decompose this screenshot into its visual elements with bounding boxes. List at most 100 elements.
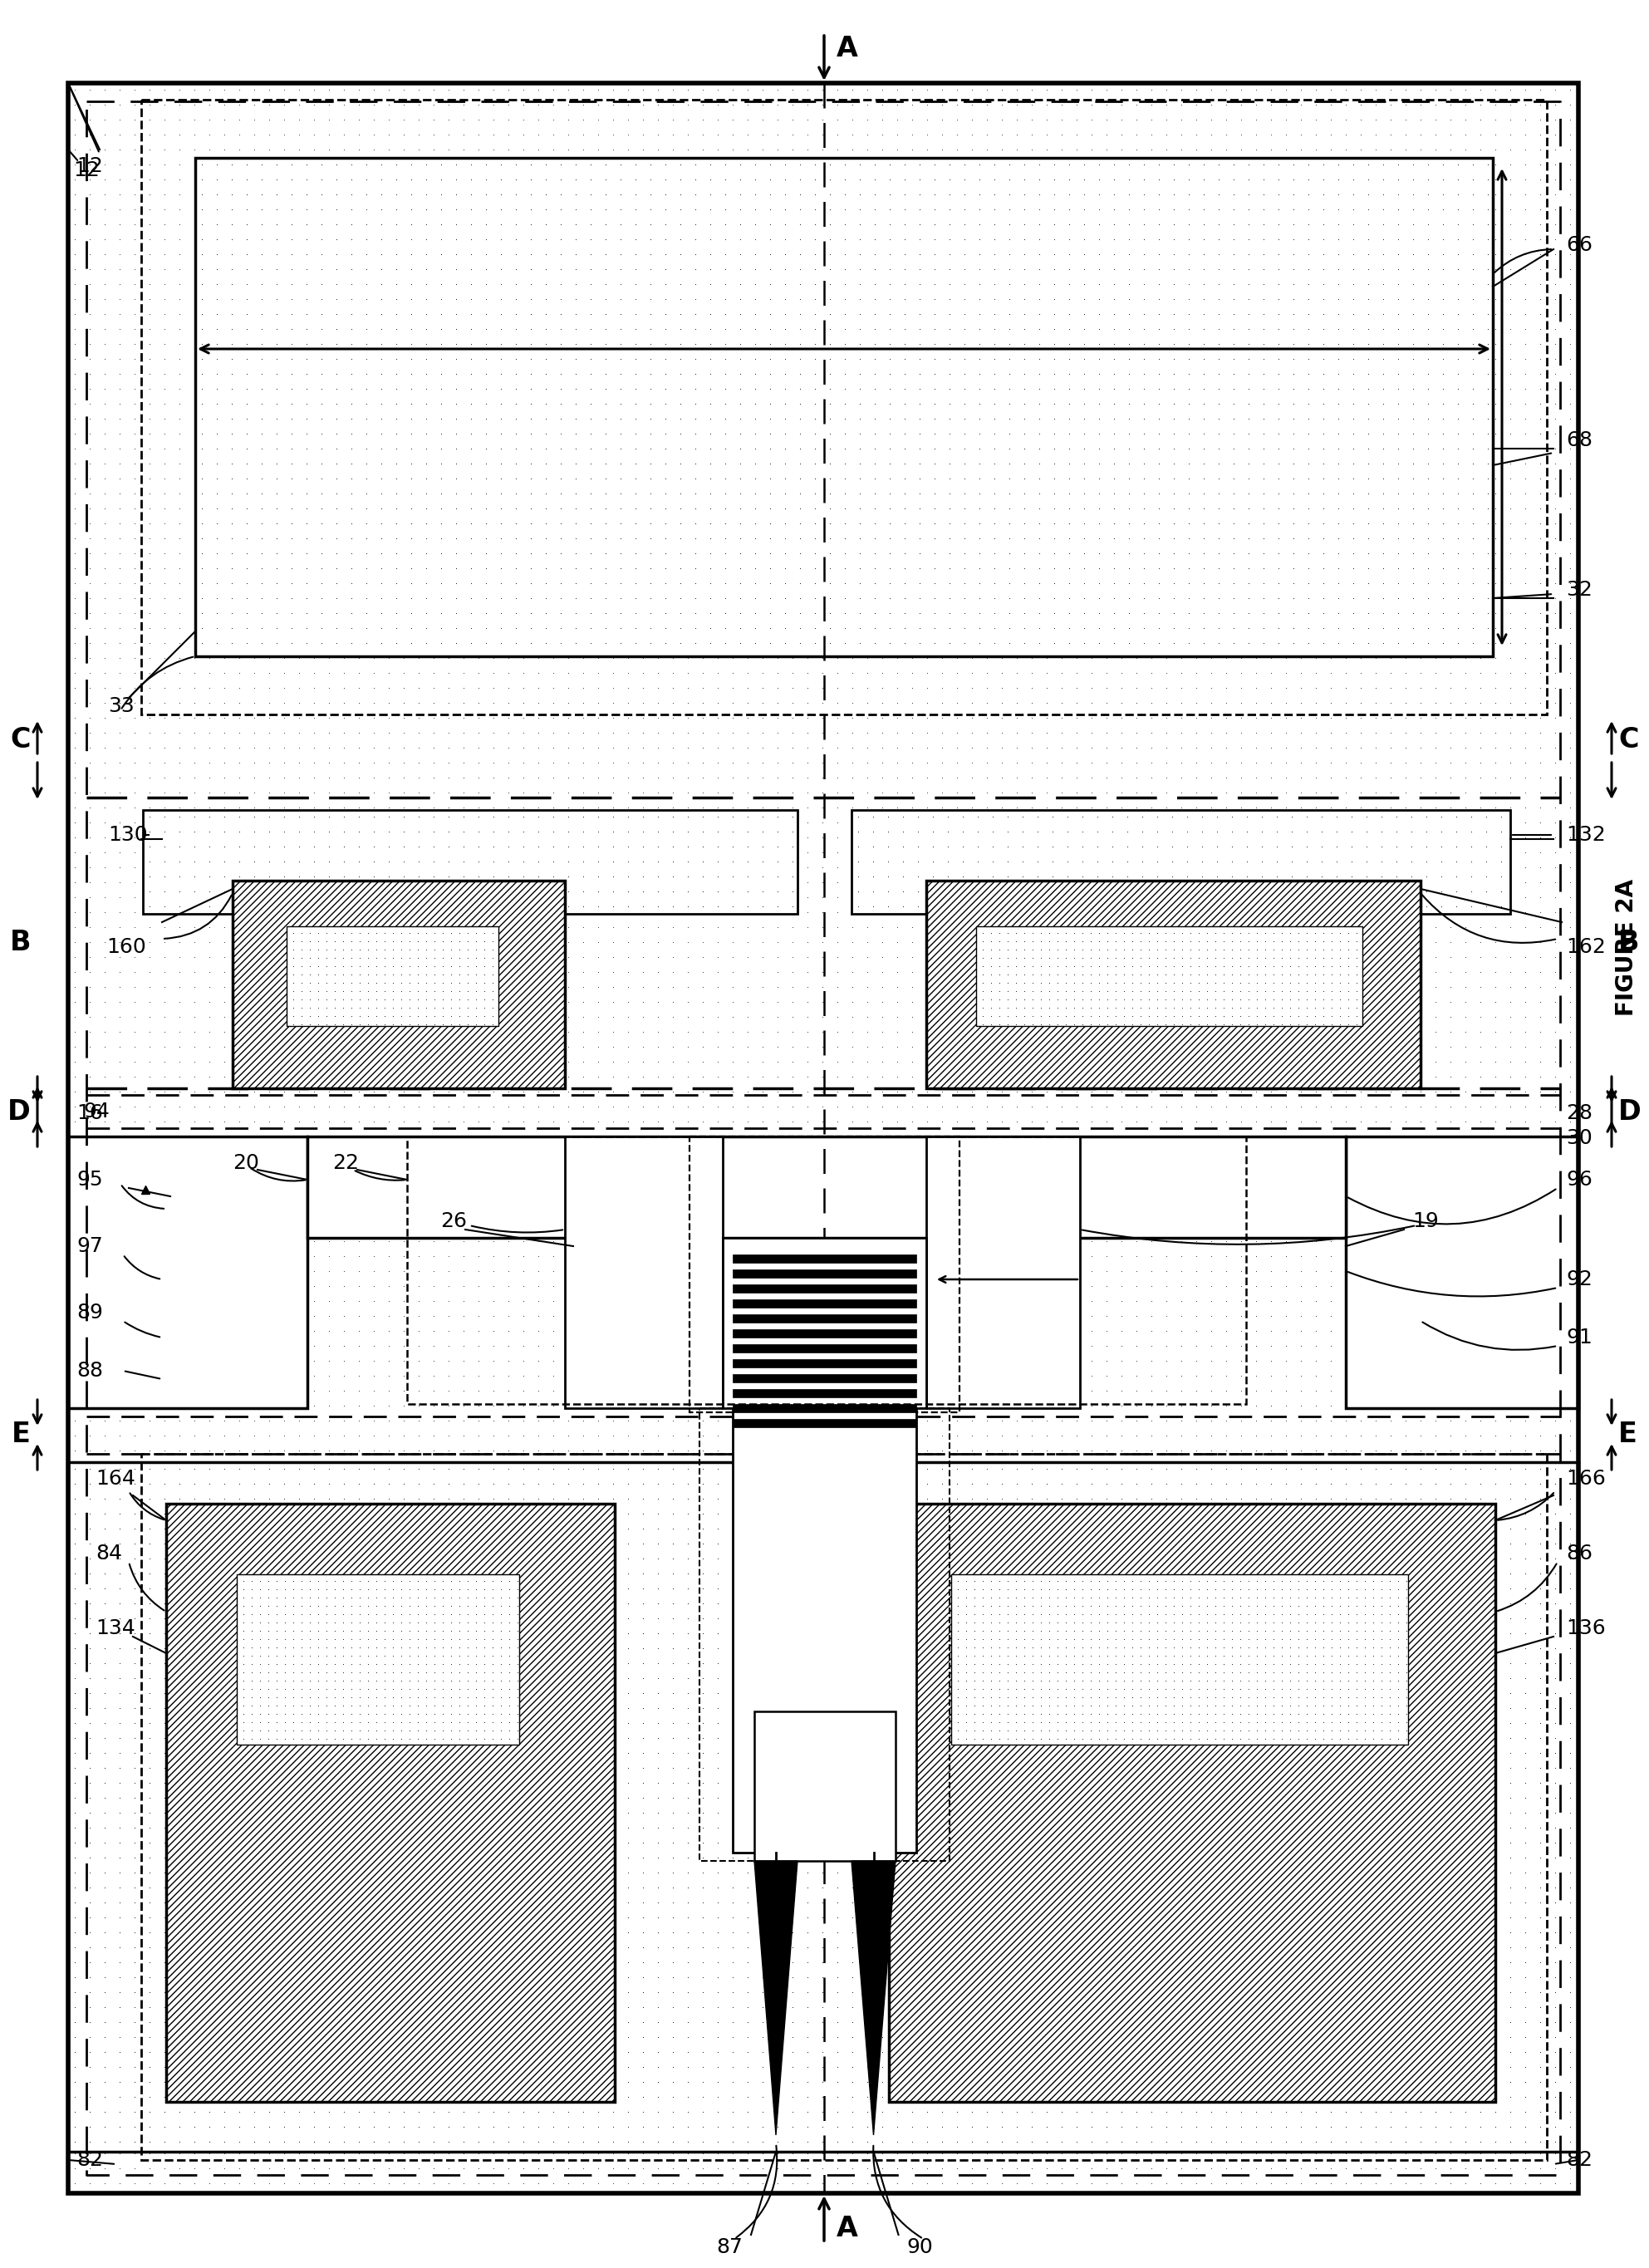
- Point: [1229, 909, 1255, 946]
- Point: [107, 773, 134, 810]
- Point: [361, 923, 388, 959]
- Point: [330, 998, 356, 1034]
- Point: [1542, 356, 1568, 392]
- Point: [1352, 1687, 1379, 1724]
- Point: [346, 1481, 373, 1517]
- Point: [181, 655, 208, 692]
- Point: [981, 252, 1008, 288]
- Point: [289, 989, 315, 1025]
- Point: [1273, 730, 1299, 767]
- Point: [505, 1653, 531, 1690]
- Point: [1229, 73, 1255, 109]
- Point: [795, 714, 821, 751]
- Point: [315, 730, 341, 767]
- Point: [795, 116, 821, 152]
- Point: [137, 551, 163, 587]
- Point: [1111, 1653, 1138, 1690]
- Point: [524, 102, 551, 138]
- Point: [1250, 295, 1276, 331]
- Point: [839, 1960, 866, 1996]
- Point: [1161, 1653, 1187, 1690]
- Point: [996, 581, 1022, 617]
- Point: [305, 948, 331, 984]
- Point: [1186, 1613, 1212, 1649]
- Point: [757, 445, 783, 481]
- Point: [1273, 1268, 1299, 1304]
- Point: [795, 102, 821, 138]
- Point: [397, 295, 424, 331]
- Point: [313, 1647, 340, 1683]
- Point: [1319, 1712, 1346, 1749]
- Point: [958, 669, 984, 705]
- Point: [757, 610, 783, 646]
- Point: [1557, 789, 1583, 826]
- Point: [1116, 295, 1143, 331]
- Point: [787, 626, 813, 662]
- Point: [458, 415, 485, 451]
- Point: [1243, 116, 1270, 152]
- Point: [966, 581, 993, 617]
- Point: [264, 1703, 290, 1740]
- Point: [473, 386, 500, 422]
- Point: [749, 889, 775, 925]
- Point: [472, 1622, 498, 1658]
- Point: [297, 1637, 323, 1674]
- Point: [1377, 116, 1403, 152]
- Point: [167, 984, 193, 1021]
- Point: [1235, 401, 1261, 438]
- Point: [1078, 730, 1105, 767]
- Point: [61, 327, 87, 363]
- Point: [61, 252, 87, 288]
- Point: [660, 1660, 686, 1696]
- Point: [630, 873, 656, 909]
- Point: [787, 535, 813, 572]
- Point: [107, 490, 134, 526]
- Point: [1250, 581, 1276, 617]
- Point: [285, 744, 312, 780]
- Point: [994, 1613, 1021, 1649]
- Point: [1103, 1613, 1130, 1649]
- Point: [1445, 311, 1471, 347]
- Point: [899, 760, 925, 796]
- Point: [450, 1268, 477, 1304]
- Point: [315, 798, 341, 835]
- Point: [196, 699, 223, 735]
- Point: [435, 2166, 462, 2202]
- Point: [137, 386, 163, 422]
- Point: [1205, 565, 1232, 601]
- Point: [577, 327, 604, 363]
- Point: [1041, 161, 1067, 197]
- Point: [1167, 132, 1194, 168]
- Point: [107, 610, 134, 646]
- Point: [585, 1465, 612, 1501]
- Point: [285, 1402, 312, 1438]
- Point: [76, 880, 102, 916]
- Point: [505, 1563, 531, 1599]
- Point: [346, 1030, 373, 1066]
- Point: [1423, 1105, 1449, 1141]
- Text: B: B: [1618, 930, 1639, 957]
- Point: [1052, 914, 1078, 950]
- Point: [533, 370, 559, 406]
- Point: [1415, 161, 1441, 197]
- Point: [1336, 1721, 1362, 1758]
- Point: [1303, 1043, 1329, 1080]
- Point: [420, 2109, 447, 2146]
- Point: [958, 730, 984, 767]
- Point: [211, 828, 237, 864]
- Point: [1407, 86, 1433, 122]
- Point: [787, 281, 813, 318]
- Point: [1293, 1687, 1319, 1724]
- Point: [607, 281, 633, 318]
- Polygon shape: [68, 1463, 1578, 2152]
- Point: [152, 1014, 178, 1050]
- Point: [1497, 1960, 1524, 1996]
- Point: [1527, 1014, 1553, 1050]
- Point: [1512, 401, 1539, 438]
- Point: [338, 340, 364, 376]
- Point: [1352, 1613, 1379, 1649]
- Point: [533, 594, 559, 631]
- Point: [270, 730, 297, 767]
- Point: [76, 581, 102, 617]
- Point: [810, 2019, 836, 2055]
